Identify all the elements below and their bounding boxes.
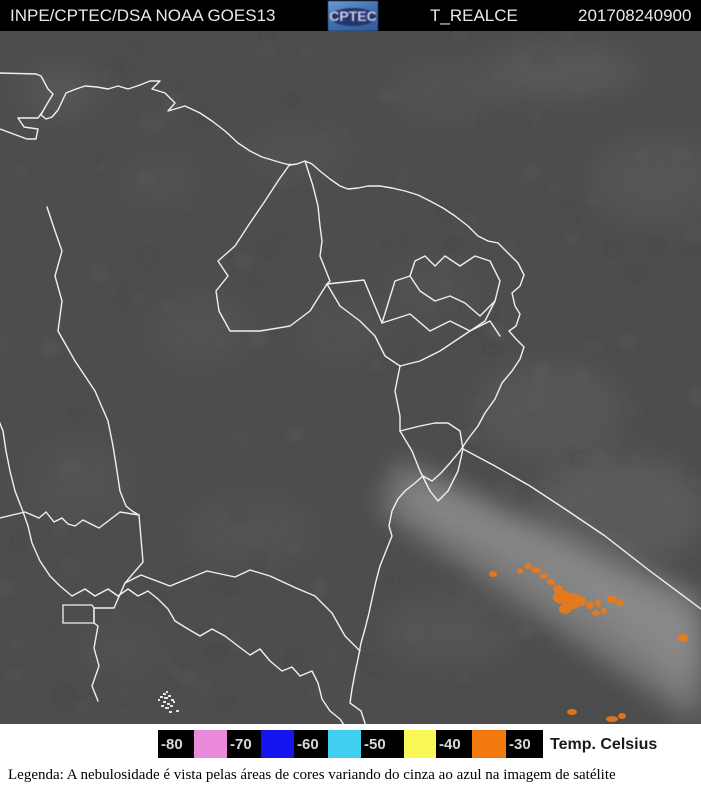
svg-text:Temp. Celsius: Temp. Celsius [550,736,657,753]
svg-text:-40: -40 [439,736,461,753]
svg-text:CPTEC: CPTEC [329,8,376,24]
svg-text:-70: -70 [230,736,252,753]
svg-text:-50: -50 [364,736,386,753]
svg-text:-60: -60 [297,736,319,753]
svg-text:-30: -30 [509,736,531,753]
svg-text:-80: -80 [161,736,183,753]
